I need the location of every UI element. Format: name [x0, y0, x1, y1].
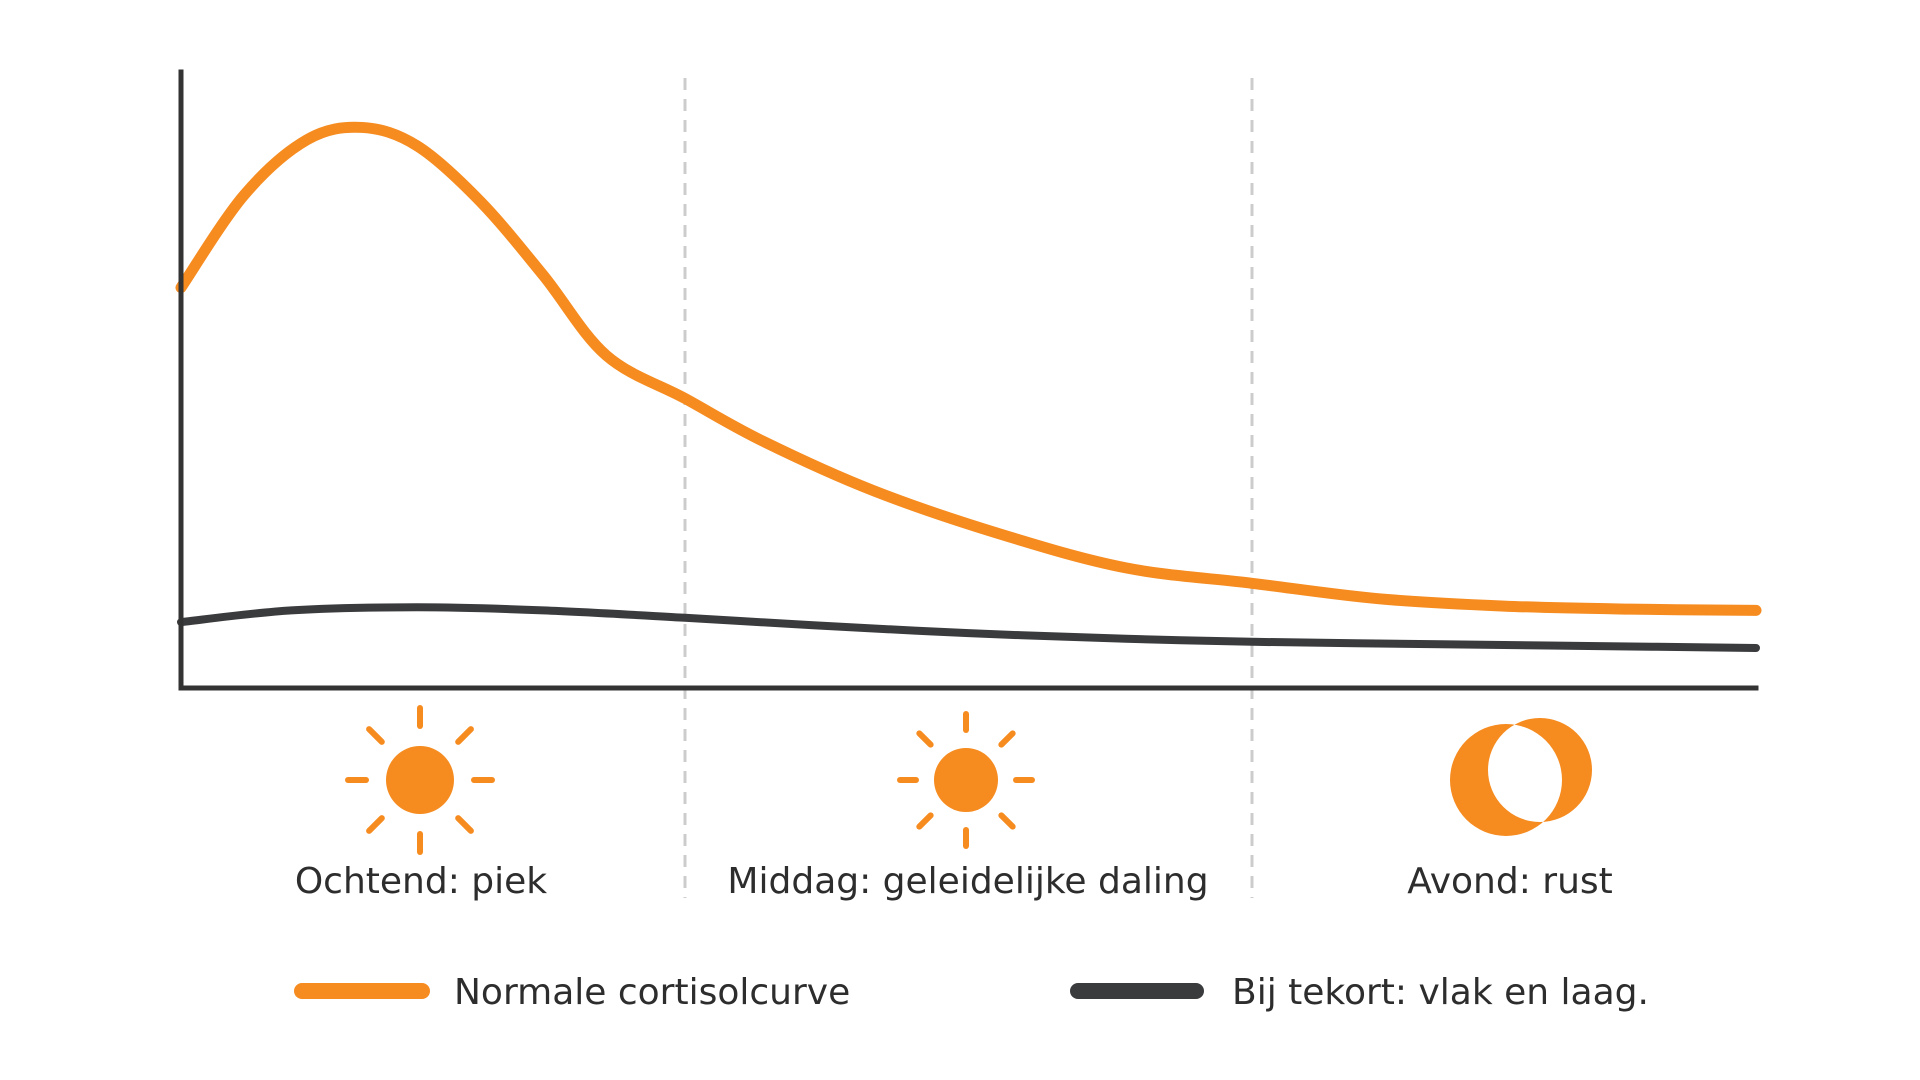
series-line-normal — [175, 121, 1762, 616]
phase-label-afternoon: Middag: geleidelijke daling — [727, 861, 1208, 902]
sun-icon — [897, 711, 1035, 849]
legend: Normale cortisolcurve Bij tekort: vlak e… — [294, 972, 1649, 1013]
legend-label-deficit: Bij tekort: vlak en laag. — [1232, 972, 1649, 1013]
sun-icon — [345, 705, 495, 855]
legend-label-normal: Normale cortisolcurve — [454, 972, 850, 1013]
moon-icon — [1450, 718, 1592, 836]
phase-label-evening: Avond: rust — [1407, 861, 1613, 902]
series-line-deficit — [177, 603, 1760, 652]
phase-label-morning: Ochtend: piek — [295, 861, 547, 902]
